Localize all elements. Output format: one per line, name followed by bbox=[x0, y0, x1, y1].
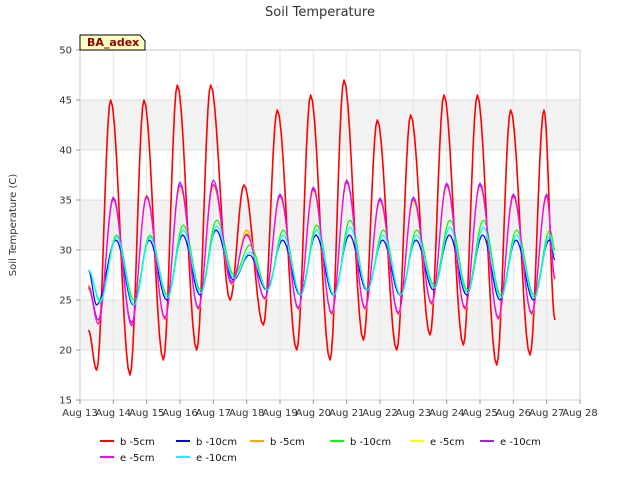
legend-label: b -10cm bbox=[350, 437, 391, 448]
legend-label: b -5cm bbox=[120, 437, 155, 448]
y-tick-label: 45 bbox=[59, 96, 72, 107]
x-tick-label: Aug 27 bbox=[529, 408, 564, 419]
x-tick-label: Aug 21 bbox=[329, 408, 364, 419]
x-tick-label: Aug 17 bbox=[196, 408, 231, 419]
x-tick-label: Aug 16 bbox=[162, 408, 197, 419]
site-badge: BA_adex bbox=[79, 34, 146, 51]
y-tick-label: 15 bbox=[59, 396, 72, 407]
legend-label: e -10cm bbox=[196, 453, 237, 464]
grid-band bbox=[80, 100, 580, 150]
x-tick-label: Aug 15 bbox=[129, 408, 164, 419]
x-tick-label: Aug 25 bbox=[462, 408, 497, 419]
x-tick-label: Aug 28 bbox=[562, 408, 597, 419]
y-tick-label: 20 bbox=[59, 346, 72, 357]
x-tick-label: Aug 23 bbox=[396, 408, 431, 419]
x-tick-label: Aug 24 bbox=[429, 408, 464, 419]
plot-area bbox=[79, 49, 581, 401]
y-tick-label: 25 bbox=[59, 296, 72, 307]
legend: b -5cm b -10cm b -5cm b -10cm e -5cm e -10cm e… bbox=[100, 437, 541, 464]
series-line bbox=[87, 229, 556, 306]
x-tick-label: Aug 13 bbox=[62, 408, 97, 419]
y-tick-label: 50 bbox=[59, 46, 72, 57]
y-tick-label: 35 bbox=[59, 196, 72, 207]
y-axis-label: Soil Temperature (C) bbox=[8, 174, 19, 277]
grid-band bbox=[80, 300, 580, 350]
legend-label: b -5cm bbox=[270, 437, 305, 448]
svg-text:BA_adex: BA_adex bbox=[87, 36, 139, 49]
x-tick-label: Aug 19 bbox=[262, 408, 297, 419]
x-tick-label: Aug 22 bbox=[362, 408, 397, 419]
series-line bbox=[87, 181, 556, 327]
y-tick-label: 40 bbox=[59, 146, 72, 157]
legend-label: e -5cm bbox=[430, 437, 465, 448]
series-line bbox=[87, 225, 556, 306]
chart-title: Soil Temperature bbox=[265, 5, 375, 20]
x-tick-label: Aug 26 bbox=[496, 408, 531, 419]
x-tick-label: Aug 20 bbox=[296, 408, 331, 419]
legend-label: b -10cm bbox=[196, 437, 237, 448]
x-tick-label: Aug 14 bbox=[96, 408, 131, 419]
x-tick-label: Aug 18 bbox=[229, 408, 264, 419]
legend-label: e -10cm bbox=[500, 437, 541, 448]
y-tick-label: 30 bbox=[59, 246, 72, 257]
grid-band bbox=[80, 200, 580, 250]
legend-label: e -5cm bbox=[120, 453, 155, 464]
